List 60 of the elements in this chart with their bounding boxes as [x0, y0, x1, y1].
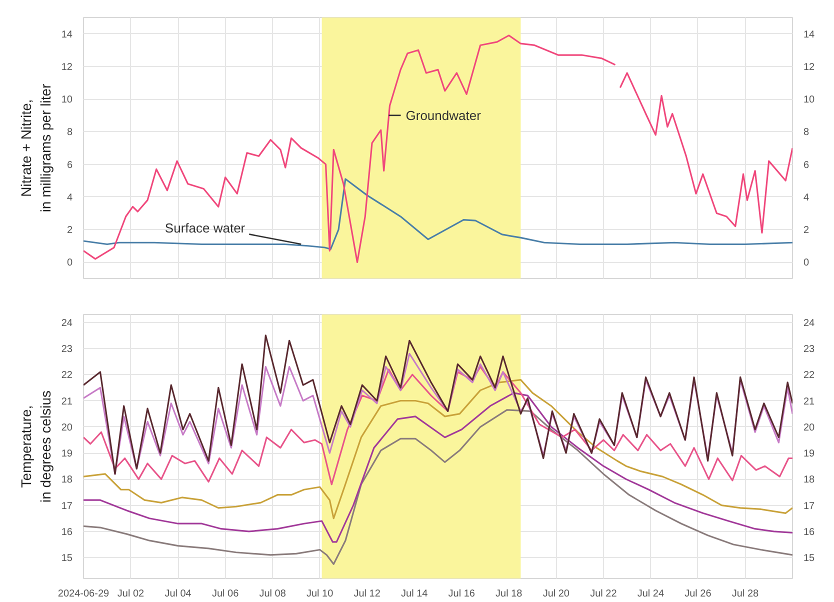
- y-tick-label: 21: [61, 396, 73, 408]
- y2-tick-label: 23: [804, 344, 816, 355]
- line-series: [84, 366, 792, 486]
- y-tick-label: 19: [61, 448, 73, 460]
- y2-tick-label: 21: [804, 396, 816, 408]
- y-tick-label: 8: [66, 127, 73, 138]
- x-tick-label: Jul 24: [637, 588, 664, 600]
- x-tick-label: Jul 12: [354, 588, 381, 600]
- y2-tick-label: 18: [804, 474, 816, 486]
- y2-tick-label: 6: [804, 160, 810, 171]
- y2-tick-label: 12: [804, 62, 816, 73]
- y2-tick-label: 2: [804, 225, 810, 236]
- annotation: Surface water: [164, 220, 246, 236]
- x-tick-label: Jul 02: [117, 588, 145, 600]
- x-tick-label: Jul 20: [542, 588, 570, 600]
- y2-tick-label: 4: [804, 192, 810, 204]
- y-tick-label: 24: [61, 318, 73, 329]
- x-tick-label: Jul 16: [448, 588, 476, 600]
- y2-tick-label: 0: [804, 258, 810, 269]
- y-tick-label: 18: [61, 474, 73, 486]
- y-tick-label: 12: [61, 62, 73, 73]
- y2-tick-label: 10: [804, 94, 816, 106]
- x-tick-label: Jul 06: [212, 588, 240, 600]
- y-tick-label: 2: [66, 225, 73, 236]
- y2-tick-label: 22: [804, 370, 816, 382]
- x-tick-label: Jul 08: [259, 588, 286, 600]
- y-tick-label: 15: [61, 553, 73, 564]
- y2-tick-label: 24: [804, 318, 816, 329]
- x-tick-label: Jul 26: [684, 588, 712, 600]
- line-series: [84, 379, 792, 520]
- x-tick-label: Jul 28: [732, 588, 760, 600]
- x-tick-label: Jul 04: [164, 588, 192, 600]
- y2-tick-label: 20: [804, 422, 816, 434]
- y-tick-label: 6: [66, 160, 73, 171]
- y2-tick-label: 8: [804, 127, 810, 138]
- x-tick-label: 2024-06-29: [58, 588, 110, 600]
- x-tick-label: Jul 22: [590, 588, 618, 600]
- y-tick-label: 14: [61, 29, 73, 40]
- x-tick-label: Jul 18: [496, 588, 523, 600]
- y-axis-title: Temperature, in degrees celsius: [18, 390, 54, 503]
- y-tick-label: 4: [66, 192, 73, 204]
- y-tick-label: 16: [61, 526, 73, 538]
- line-series: [84, 409, 792, 565]
- y2-tick-label: 14: [804, 29, 816, 40]
- y-tick-label: 22: [61, 370, 73, 382]
- y2-tick-label: 19: [804, 448, 816, 460]
- x-tick-label: Jul 14: [401, 588, 428, 600]
- line-series: [84, 178, 792, 250]
- y2-tick-label: 15: [804, 553, 816, 564]
- y-tick-label: 10: [61, 94, 73, 106]
- y-tick-label: 17: [61, 500, 73, 512]
- y2-tick-label: 16: [804, 526, 816, 538]
- x-tick-label: Jul 10: [306, 588, 334, 600]
- line-series: [84, 392, 792, 543]
- y-tick-label: 0: [66, 258, 73, 269]
- y-tick-label: 23: [61, 344, 73, 355]
- y-axis-title: Nitrate + Nitrite, in milligrams per liter: [18, 83, 54, 212]
- y-tick-label: 20: [61, 422, 73, 434]
- y2-tick-label: 17: [804, 500, 816, 512]
- annotation: Groundwater: [406, 108, 482, 123]
